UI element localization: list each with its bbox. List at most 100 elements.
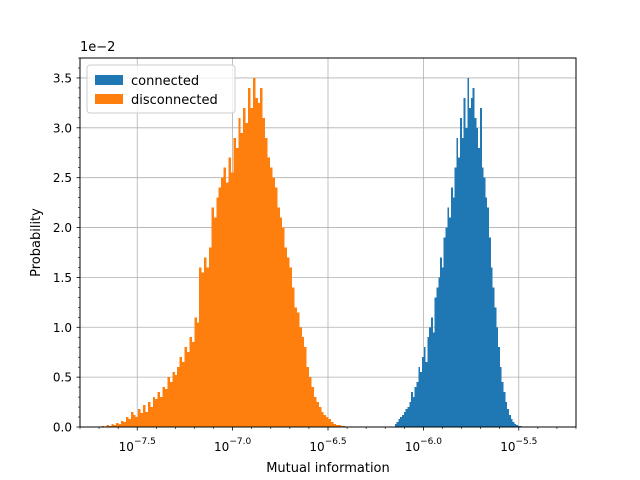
y-tick-label: 0.0 [53, 421, 72, 435]
connected-bar [436, 287, 439, 427]
x-tick-label-base: 10 [309, 440, 324, 454]
disconnected-bar [306, 367, 310, 427]
disconnected-bar [199, 267, 202, 427]
disconnected-bar [179, 357, 183, 427]
disconnected-bar [323, 415, 327, 427]
disconnected-bar [311, 387, 314, 427]
connected-bar [501, 382, 504, 427]
connected-bar [394, 424, 397, 427]
disconnected-bar [299, 327, 302, 427]
y-tick-label: 2.0 [53, 221, 72, 235]
x-tick-label-base: 10 [214, 440, 229, 454]
connected-bar [396, 422, 399, 427]
connected-bar [505, 402, 508, 427]
disconnected-bar [155, 399, 158, 427]
connected-bar [411, 392, 413, 427]
connected-bar [461, 137, 464, 427]
disconnected-bar [191, 342, 195, 427]
disconnected-bar [230, 172, 234, 427]
connected-bar [403, 412, 406, 427]
disconnected-bar [186, 352, 190, 427]
x-tick-label-base: 10 [500, 440, 515, 454]
connected-bar [447, 207, 450, 427]
connected-bar [516, 425, 519, 427]
disconnected-bar [201, 272, 205, 427]
connected-bar [492, 287, 495, 427]
disconnected-bar [255, 97, 258, 427]
connected-bar [407, 407, 410, 427]
disconnected-bar [262, 117, 266, 428]
disconnected-bar [113, 425, 117, 427]
connected-bar [402, 415, 404, 427]
disconnected-bar [248, 87, 251, 428]
connected-bar [445, 227, 448, 427]
connected-bar [499, 367, 502, 427]
x-tick-label: 10−7.5 [119, 437, 156, 454]
connected-bar [467, 77, 470, 427]
histogram-bars [99, 77, 522, 428]
disconnected-bar [128, 419, 131, 427]
connected-bar [425, 362, 428, 427]
disconnected-bar [204, 257, 207, 427]
disconnected-bar [274, 187, 278, 427]
connected-bar [485, 197, 488, 427]
x-tick-label: 10−6.5 [309, 437, 346, 454]
connected-bar [416, 382, 419, 427]
disconnected-bar [130, 412, 134, 427]
disconnected-bar [270, 167, 273, 427]
connected-bar [400, 417, 403, 427]
connected-bar [443, 237, 446, 427]
disconnected-bar [267, 157, 271, 427]
connected-bar [398, 419, 401, 427]
connected-bar [418, 367, 421, 427]
connected-bar [503, 392, 506, 427]
disconnected-bar [138, 409, 141, 427]
disconnected-bar [228, 157, 231, 427]
connected-bar [423, 347, 426, 427]
disconnected-bar [172, 372, 175, 427]
disconnected-bar [309, 377, 312, 427]
disconnected-bar [135, 417, 139, 427]
connected-bar [450, 187, 453, 427]
y-tick-label: 3.5 [53, 71, 72, 85]
connected-bar [454, 167, 457, 427]
connected-bar [507, 409, 509, 427]
disconnected-bar [301, 337, 305, 427]
disconnected-bar [140, 413, 144, 427]
disconnected-bar [250, 107, 253, 427]
disconnected-bar [291, 287, 295, 427]
connected-bar [472, 87, 475, 428]
disconnected-bar [162, 387, 166, 427]
connected-bar [440, 257, 442, 427]
disconnected-bar [289, 267, 292, 427]
disconnected-bar [284, 247, 288, 427]
connected-bar [414, 387, 417, 427]
x-tick-label-base: 10 [405, 440, 420, 454]
disconnected-bar [287, 257, 290, 427]
y-tick-label: 1.5 [53, 271, 72, 285]
disconnected-bar [260, 87, 263, 428]
disconnected-bar [218, 187, 222, 427]
disconnected-bar [177, 367, 180, 427]
connected-bar [469, 107, 471, 427]
connected-bar [429, 327, 432, 427]
disconnected-bar [143, 405, 146, 427]
connected-bar [409, 402, 412, 427]
connected-bar [512, 422, 515, 427]
legend-box [86, 64, 236, 114]
disconnected-bar [189, 337, 192, 427]
disconnected-bar [272, 177, 275, 427]
disconnected-bar [211, 207, 214, 427]
connected-bar [483, 177, 486, 427]
disconnected-bar [296, 312, 300, 427]
disconnected-bar [206, 267, 209, 427]
x-tick-label: 10−6.0 [405, 437, 442, 454]
disconnected-bar [235, 147, 239, 427]
disconnected-bar [111, 424, 114, 427]
connected-bar [421, 357, 424, 427]
disconnected-bar [150, 407, 153, 427]
disconnected-bar [238, 117, 241, 428]
x-tick-label-base: 10 [119, 440, 134, 454]
connected-bar [441, 267, 444, 427]
